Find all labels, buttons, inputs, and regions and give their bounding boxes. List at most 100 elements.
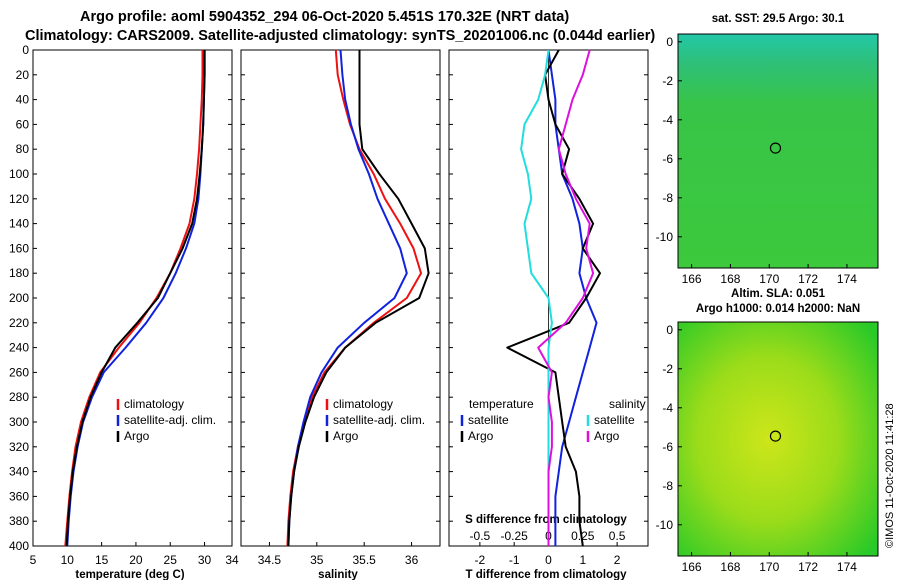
- y-tick-label: 180: [9, 266, 29, 280]
- sst-map-field: [677, 33, 879, 269]
- series-line-temperature-argo: [506, 49, 601, 547]
- legend-salinity-title: salinity: [609, 397, 646, 411]
- sst-map-panel: sat. SST: 29.5 Argo: 30.1: [677, 13, 879, 269]
- map-x-tick-label: 166: [682, 560, 702, 574]
- y-tick-label: 160: [9, 241, 29, 255]
- y-tick-label: 380: [9, 514, 29, 528]
- legend-climatology-label: climatology: [124, 397, 184, 411]
- argo-location-marker: [769, 430, 782, 442]
- x-tick-label: 20: [129, 553, 143, 567]
- map-y-tick-label: -2: [662, 74, 673, 88]
- top-tick-label: 0.25: [571, 529, 595, 543]
- map-y-tick-label: -8: [662, 191, 673, 205]
- x-tick-label: 15: [95, 553, 109, 567]
- map-x-tick-label: 168: [720, 560, 740, 574]
- difference-legend: temperature satellite Argo salinity sate…: [460, 397, 646, 443]
- salinity-legend: climatology satellite-adj. clim. Argo: [325, 397, 425, 443]
- sst-map-title: sat. SST: 29.5 Argo: 30.1: [712, 13, 845, 25]
- legend-climatology-label: climatology: [333, 397, 393, 411]
- x-tick-label: 30: [198, 553, 212, 567]
- sla-map-title-2: Argo h1000: 0.014 h2000: NaN: [696, 303, 860, 315]
- legend-temperature-title: temperature: [469, 397, 534, 411]
- legend-sal-satellite-label: satellite: [594, 413, 635, 427]
- salinity-xlabel: salinity: [318, 569, 358, 580]
- y-tick-label: 60: [16, 117, 30, 131]
- sla-map-panel: Altim. SLA: 0.051 Argo h1000: 0.014 h200…: [677, 288, 879, 557]
- legend-temp-argo-label: Argo: [468, 429, 494, 443]
- top-tick-label: 0.5: [609, 529, 626, 543]
- temperature-xlabel: temperature (deg C): [75, 569, 184, 580]
- x-tick-label: 0: [545, 553, 552, 567]
- map-x-tick-label: 170: [759, 272, 779, 286]
- legend-sal-argo-label: Argo: [594, 429, 620, 443]
- y-tick-label: 80: [16, 142, 30, 156]
- argo-location-marker: [769, 142, 782, 154]
- map-x-tick-label: 172: [798, 272, 818, 286]
- y-tick-label: 300: [9, 415, 29, 429]
- y-tick-label: 200: [9, 291, 29, 305]
- y-tick-label: 100: [9, 167, 29, 181]
- legend-temp-satellite-label: satellite: [468, 413, 509, 427]
- y-tick-label: 240: [9, 341, 29, 355]
- temperature-panel: temperature (deg C) 0 20 40 60 80 100 120 140 16…: [9, 43, 239, 580]
- y-tick-label: 120: [9, 192, 29, 206]
- top-tick-label: -0.25: [501, 529, 529, 543]
- series-line-argo: [287, 50, 430, 547]
- map-x-tick-label: 174: [837, 560, 857, 574]
- map-y-tick-label: -4: [662, 401, 673, 415]
- map-y-tick-label: -6: [662, 440, 673, 454]
- x-tick-label: 25: [164, 553, 178, 567]
- salinity-axes-box: [240, 49, 441, 547]
- x-tick-label: 2: [614, 553, 621, 567]
- map-x-tick-label: 166: [682, 272, 702, 286]
- y-tick-label: 280: [9, 390, 29, 404]
- y-tick-label: 40: [16, 93, 30, 107]
- series-line-salinity-satellite: [520, 49, 553, 546]
- y-tick-label: 140: [9, 217, 29, 231]
- watermark: ©IMOS 11-Oct-2020 11:41:28: [884, 403, 896, 548]
- y-tick-label: 260: [9, 365, 29, 379]
- map-y-tick-label: -4: [662, 113, 673, 127]
- x-tick-label: 5: [30, 553, 37, 567]
- map-y-tick-label: -2: [662, 362, 673, 376]
- x-tick-label: 36: [405, 553, 419, 567]
- map-y-tick-label: -10: [656, 230, 674, 244]
- y-tick-label: 400: [9, 539, 29, 553]
- y-tick-label: 360: [9, 489, 29, 503]
- x-tick-label: 35: [310, 553, 324, 567]
- legend-argo-label: Argo: [124, 429, 150, 443]
- legend-satellite-label: satellite-adj. clim.: [124, 413, 216, 427]
- title-line-1: Argo profile: aoml 5904352_294 06-Oct-20…: [80, 9, 569, 25]
- map-y-tick-label: 0: [666, 35, 673, 49]
- map-y-tick-label: 0: [666, 323, 673, 337]
- y-tick-label: 320: [9, 440, 29, 454]
- map-y-tick-label: -6: [662, 152, 673, 166]
- x-tick-label: -2: [475, 553, 486, 567]
- x-tick-label: 1: [579, 553, 586, 567]
- map-y-tick-label: -8: [662, 479, 673, 493]
- title-line-2: Climatology: CARS2009. Satellite-adjuste…: [25, 28, 655, 44]
- series-line-argo: [65, 50, 206, 547]
- temperature-axes-box: [32, 49, 233, 547]
- legend-argo-label: Argo: [333, 429, 359, 443]
- sla-map-title-1: Altim. SLA: 0.051: [731, 288, 826, 300]
- x-tick-label: 34: [225, 553, 239, 567]
- x-tick-label: 35.5: [353, 553, 377, 567]
- map-x-tick-label: 168: [720, 272, 740, 286]
- y-tick-label: 0: [22, 43, 29, 57]
- top-tick-label: -0.5: [470, 529, 491, 543]
- map-x-tick-label: 174: [837, 272, 857, 286]
- x-tick-label: -1: [509, 553, 520, 567]
- y-tick-label: 220: [9, 316, 29, 330]
- difference-top-label: S difference from climatology: [465, 514, 627, 526]
- series-line-salinity-argo: [537, 49, 595, 546]
- legend-satellite-label: satellite-adj. clim.: [333, 413, 425, 427]
- map-x-tick-label: 170: [759, 560, 779, 574]
- y-tick-label: 340: [9, 465, 29, 479]
- salinity-panel: salinity 34.5 35 35.5 36: [240, 49, 441, 580]
- map-y-tick-label: -10: [656, 518, 674, 532]
- x-tick-label: 34.5: [258, 553, 282, 567]
- sla-map-field: [677, 321, 879, 557]
- difference-panel: T difference from climatology S differen…: [448, 49, 649, 580]
